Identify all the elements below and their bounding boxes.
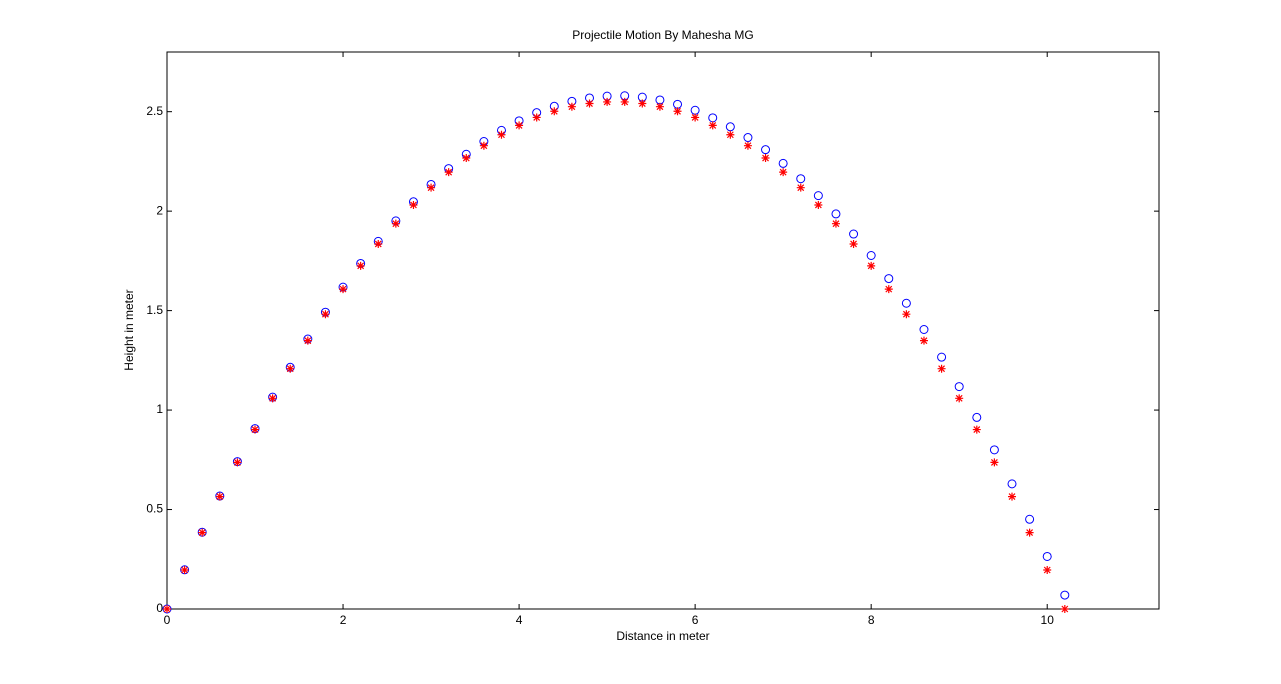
point: [813, 191, 823, 201]
chart-title: Projectile Motion By Mahesha MG: [572, 28, 753, 42]
point: [972, 412, 982, 422]
point: [761, 154, 770, 163]
point: [884, 274, 894, 284]
point: [321, 310, 330, 319]
point: [303, 336, 312, 345]
point: [866, 251, 876, 261]
point: [1042, 551, 1052, 561]
point: [356, 261, 365, 270]
point: [849, 239, 858, 248]
point: [937, 364, 946, 373]
point: [603, 97, 612, 106]
x-tick-label: 8: [868, 613, 875, 627]
y-axis-label: Height in meter: [122, 289, 136, 370]
point: [638, 99, 647, 108]
x-tick-label: 2: [340, 613, 347, 627]
point: [673, 107, 682, 116]
x-tick-label: 10: [1041, 613, 1055, 627]
point: [409, 200, 418, 209]
point: [989, 445, 999, 455]
y-tick-label: 0.5: [146, 502, 163, 516]
point: [585, 99, 594, 108]
point: [902, 310, 911, 319]
point: [497, 130, 506, 139]
point: [427, 183, 436, 192]
plot-area: [166, 51, 1160, 610]
point: [1060, 605, 1069, 613]
point: [198, 528, 207, 537]
point: [339, 285, 348, 294]
point: [1025, 514, 1035, 524]
point: [884, 285, 893, 294]
point: [620, 97, 629, 106]
point: [1007, 479, 1017, 489]
y-tick-label: 1: [156, 402, 163, 416]
point: [708, 121, 717, 130]
point: [1060, 590, 1070, 600]
point: [937, 352, 947, 362]
point: [391, 219, 400, 228]
point: [251, 425, 260, 434]
point: [761, 145, 771, 155]
point: [462, 154, 471, 163]
point: [286, 364, 295, 373]
point: [954, 382, 964, 392]
point: [990, 458, 999, 467]
x-tick-label: 4: [516, 613, 523, 627]
point: [233, 458, 242, 467]
y-tick-label: 1.5: [146, 303, 163, 317]
point: [849, 229, 859, 239]
point: [796, 183, 805, 192]
point: [831, 209, 841, 219]
point: [779, 168, 788, 177]
point: [567, 102, 576, 111]
point: [1043, 566, 1052, 575]
point: [972, 425, 981, 434]
point: [919, 336, 928, 345]
point: [901, 298, 911, 308]
point: [1008, 492, 1017, 501]
point: [778, 158, 788, 168]
point: [796, 174, 806, 184]
point: [515, 121, 524, 130]
point: [479, 141, 488, 150]
point: [374, 239, 383, 248]
point: [743, 141, 752, 150]
y-tick-label: 2: [156, 203, 163, 217]
point: [163, 605, 171, 613]
point: [1025, 528, 1034, 537]
point: [444, 168, 453, 177]
point: [831, 219, 840, 228]
point: [814, 200, 823, 209]
point: [919, 325, 929, 335]
point: [691, 113, 700, 122]
point: [550, 107, 559, 116]
point: [215, 492, 224, 501]
point: [268, 394, 277, 403]
point: [532, 113, 541, 122]
point: [180, 566, 189, 575]
x-tick-label: 0: [164, 613, 171, 627]
point: [655, 102, 664, 111]
x-axis-label: Distance in meter: [616, 629, 709, 643]
y-tick-label: 0: [156, 601, 163, 615]
x-tick-label: 6: [692, 613, 699, 627]
point: [955, 394, 964, 403]
point: [726, 130, 735, 139]
point: [743, 133, 753, 143]
y-tick-label: 2.5: [146, 104, 163, 118]
point: [867, 261, 876, 270]
